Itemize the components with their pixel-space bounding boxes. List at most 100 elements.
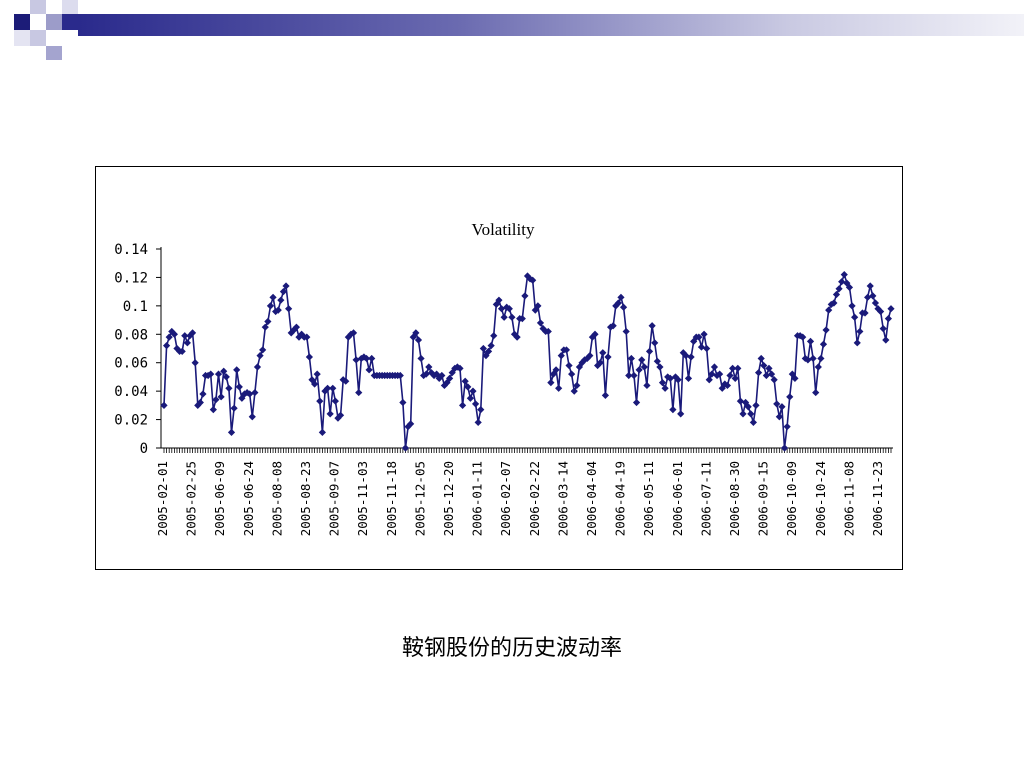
data-point xyxy=(547,379,555,387)
data-point xyxy=(552,366,560,374)
data-point xyxy=(196,398,204,407)
data-point xyxy=(313,370,321,378)
x-tick-label: 2006-07-11 xyxy=(698,461,713,536)
data-point xyxy=(269,293,277,301)
x-tick-label: 2006-05-11 xyxy=(641,461,656,536)
data-point xyxy=(786,393,794,401)
x-tick-label: 2006-09-15 xyxy=(756,461,771,536)
data-point xyxy=(555,384,563,392)
data-point xyxy=(326,410,334,418)
x-axis-ticks: 2005-02-01 2005-02-25 2005-06-09 2005-06-24… xyxy=(155,448,892,536)
data-point xyxy=(581,356,589,364)
data-point xyxy=(458,401,467,409)
data-point xyxy=(705,376,713,384)
header-banner xyxy=(78,14,1024,36)
data-point xyxy=(822,326,830,334)
data-point xyxy=(266,302,275,310)
x-tick-label: 2006-10-24 xyxy=(813,461,828,536)
data-point xyxy=(272,307,280,316)
data-point xyxy=(575,363,584,371)
data-point xyxy=(599,349,607,357)
data-point xyxy=(648,322,656,330)
data-point xyxy=(318,428,326,436)
y-axis-ticks: 0 0.02 0.04 0.06 0.08 0.1 0.12 0.14 xyxy=(114,242,161,457)
data-point xyxy=(438,371,446,380)
chart-axes xyxy=(160,247,893,449)
data-point xyxy=(687,353,695,361)
data-point xyxy=(752,401,760,409)
data-point xyxy=(877,307,885,316)
y-tick-label: 0 xyxy=(140,441,148,457)
x-tick-label: 2005-11-03 xyxy=(355,461,370,536)
data-point xyxy=(651,339,659,347)
data-point xyxy=(243,388,251,397)
x-tick-label: 2006-06-01 xyxy=(670,461,685,536)
data-point xyxy=(368,354,376,363)
data-point xyxy=(534,302,542,310)
y-tick-label: 0.1 xyxy=(123,299,148,315)
x-tick-label: 2005-12-20 xyxy=(441,461,456,536)
data-point xyxy=(194,401,202,409)
data-point xyxy=(446,374,454,382)
data-point xyxy=(718,384,726,392)
data-point xyxy=(557,352,565,360)
deco-square-light xyxy=(30,30,46,46)
data-point xyxy=(845,283,854,291)
data-point xyxy=(762,371,770,380)
data-point xyxy=(773,400,781,408)
data-point xyxy=(619,303,628,311)
data-point xyxy=(736,397,745,405)
data-point xyxy=(510,330,519,338)
data-point xyxy=(840,270,848,279)
data-point xyxy=(323,384,332,392)
data-point xyxy=(230,404,238,412)
data-point xyxy=(329,384,337,392)
data-point xyxy=(809,354,817,363)
data-point xyxy=(775,413,783,421)
data-point xyxy=(721,380,729,388)
data-point xyxy=(349,329,358,337)
x-tick-label: 2006-08-30 xyxy=(727,461,742,536)
data-point xyxy=(360,353,368,361)
data-point xyxy=(848,302,856,310)
data-point xyxy=(578,359,586,367)
data-point xyxy=(866,282,874,290)
data-point xyxy=(331,397,339,405)
data-point xyxy=(754,369,763,377)
chart-canvas: Volatility 00.020.040.060.080.10.120.14 … xyxy=(114,220,895,536)
data-point xyxy=(887,305,895,313)
x-tick-label: 2005-09-07 xyxy=(327,461,342,536)
y-tick-label: 0.14 xyxy=(114,242,148,258)
data-point xyxy=(638,356,646,364)
data-point xyxy=(466,394,474,402)
data-point xyxy=(583,354,591,363)
data-point xyxy=(162,342,171,350)
data-point xyxy=(339,376,347,384)
data-point xyxy=(710,363,719,371)
chart-title: Volatility xyxy=(472,220,535,239)
data-point xyxy=(742,398,750,407)
y-tick-label: 0.06 xyxy=(114,356,148,372)
data-point xyxy=(362,354,371,363)
data-point xyxy=(490,332,498,340)
x-tick-label: 2005-08-08 xyxy=(269,461,284,536)
data-point xyxy=(277,296,285,304)
data-point xyxy=(645,347,654,355)
data-point xyxy=(209,406,217,414)
data-point xyxy=(170,330,178,338)
data-point xyxy=(780,444,789,452)
data-point xyxy=(677,410,685,418)
x-tick-label: 2006-10-09 xyxy=(784,461,799,536)
data-point xyxy=(674,376,682,384)
data-point xyxy=(347,330,355,338)
data-point xyxy=(856,327,864,336)
data-point xyxy=(529,276,537,284)
x-tick-label: 2005-02-01 xyxy=(155,461,170,536)
data-point xyxy=(830,299,838,307)
data-point xyxy=(464,383,472,391)
deco-square-light xyxy=(14,30,30,46)
volatility-chart: Volatility 0 0.02 0.04 0.06 0.08 0.1 0.12 0.14 … xyxy=(95,166,903,570)
data-point xyxy=(248,413,256,421)
data-point xyxy=(869,292,877,300)
data-point xyxy=(879,325,887,333)
